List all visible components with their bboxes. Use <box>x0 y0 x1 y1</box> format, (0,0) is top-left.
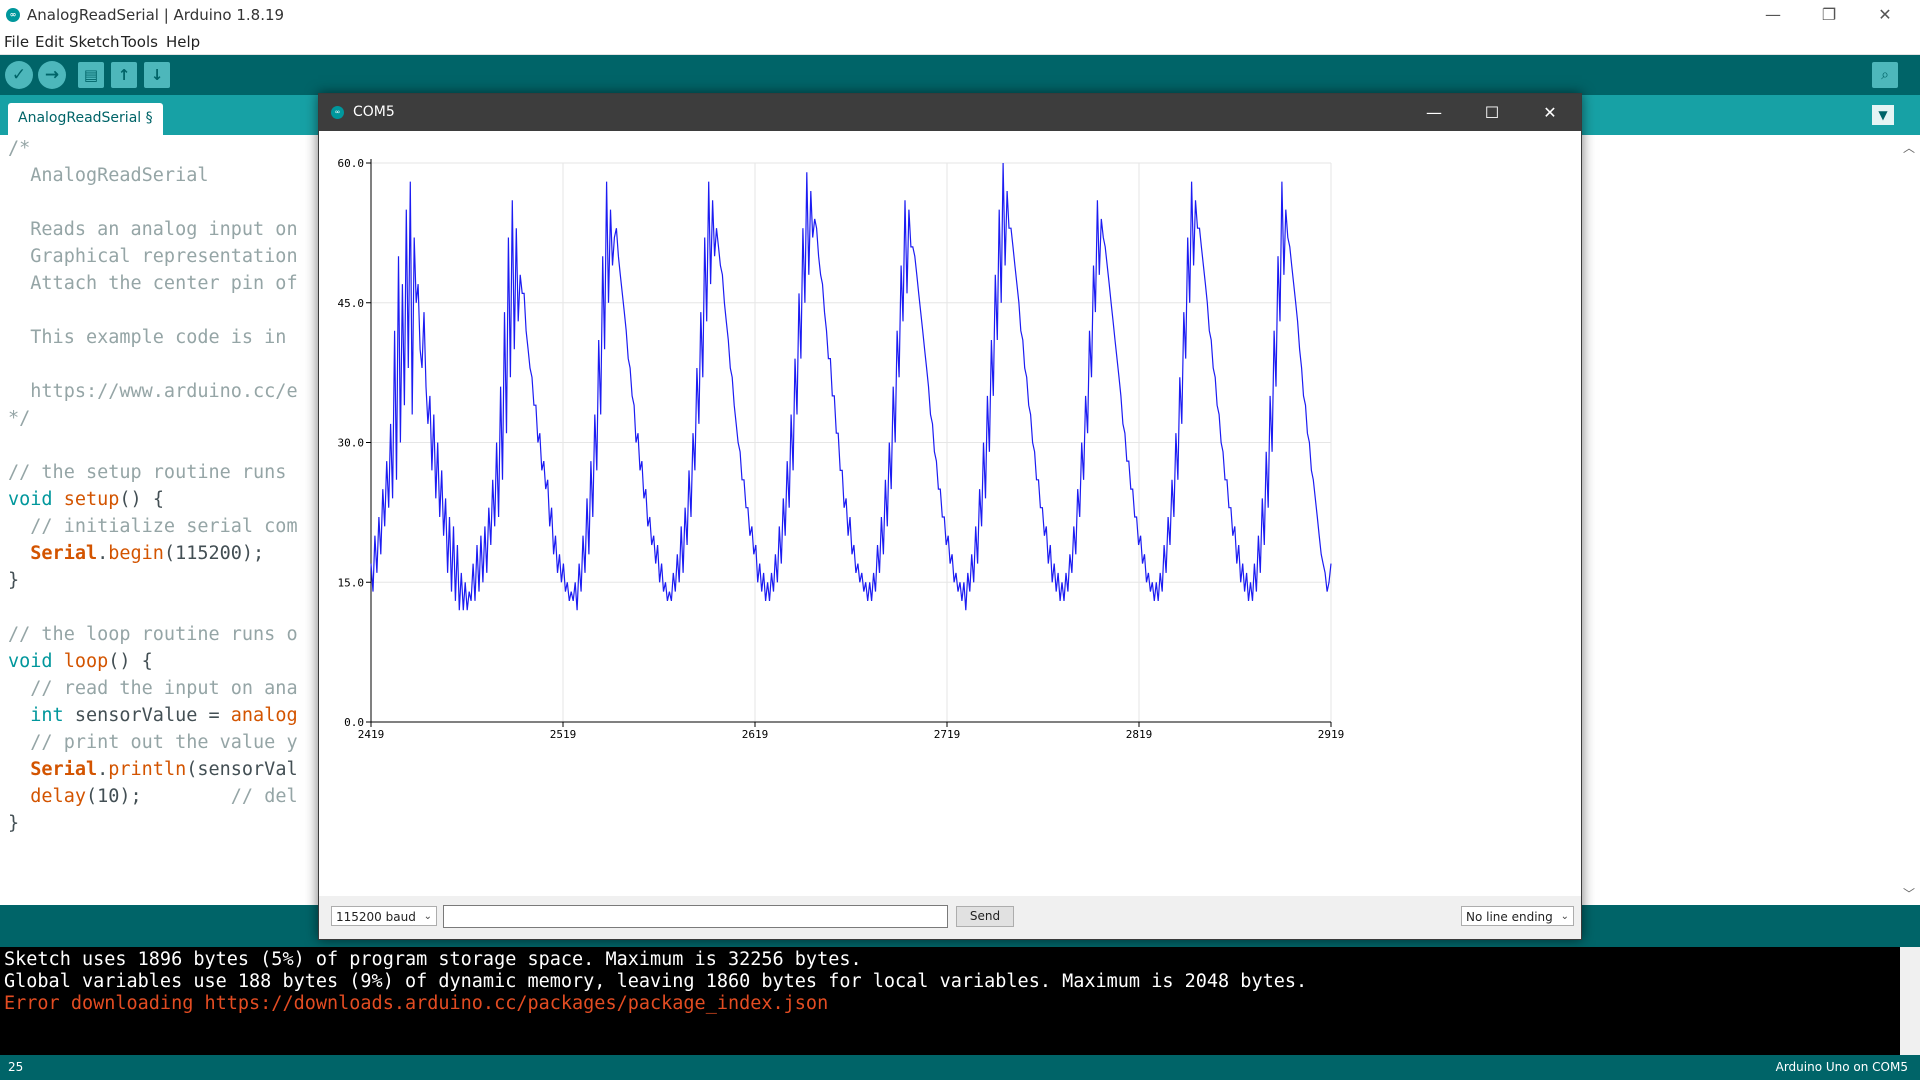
code-line: // initialize serial com <box>8 516 298 537</box>
console-line: Global variables use 188 bytes (9%) of d… <box>4 971 1308 992</box>
upload-button[interactable]: → <box>38 61 66 89</box>
code-line: /* <box>8 138 31 159</box>
y-tick-label: 15.0 <box>338 576 365 589</box>
menu-file[interactable]: File <box>4 33 30 51</box>
minimize-button[interactable]: — <box>1765 5 1781 24</box>
code-line: https://www.arduino.cc/e <box>8 381 298 402</box>
code-line: This example code is in <box>8 327 287 348</box>
code-line: Attach the center pin of <box>8 273 298 294</box>
line-number: 25 <box>8 1060 24 1074</box>
code-line: int sensorValue = analog <box>30 705 298 726</box>
verify-button[interactable]: ✓ <box>5 61 33 89</box>
close-button[interactable]: ✕ <box>1878 5 1892 24</box>
code-line: // print out the value y <box>8 732 298 753</box>
menu-edit[interactable]: Edit <box>35 33 65 51</box>
x-tick-label: 2619 <box>742 728 769 741</box>
menu-tools[interactable]: Tools <box>121 33 158 51</box>
code-line: } <box>8 570 20 591</box>
toolbar: ✓ → ▤ ↑ ↓ ⌕ <box>0 55 1920 95</box>
tab-menu-button[interactable]: ▼ <box>1872 105 1894 125</box>
scroll-down-icon[interactable]: ﹀ <box>1903 887 1916 901</box>
serial-monitor-button[interactable]: ⌕ <box>1872 62 1898 88</box>
tab-analogreadserial[interactable]: AnalogReadSerial § <box>8 103 163 135</box>
x-tick-label: 2419 <box>358 728 385 741</box>
code-line: // read the input on ana <box>8 678 298 699</box>
menu-sketch[interactable]: Sketch <box>69 33 120 51</box>
window-title: AnalogReadSerial | Arduino 1.8.19 <box>27 6 285 24</box>
status-bar: 25 Arduino Uno on COM5 <box>0 1055 1920 1080</box>
code-line: Serial.begin(115200); <box>30 543 265 564</box>
series-line <box>370 162 1332 611</box>
menu-bar: File Edit Sketch Tools Help <box>0 30 1920 55</box>
code-line: // the loop routine runs o <box>8 624 298 645</box>
board-port-status: Arduino Uno on COM5 <box>1775 1060 1908 1074</box>
maximize-button[interactable]: ❐ <box>1821 5 1837 24</box>
plotter-title-bar: ∞ COM5 — ☐ ✕ <box>319 94 1581 131</box>
send-input[interactable] <box>443 905 948 928</box>
plotter-close-button[interactable]: ✕ <box>1543 103 1557 122</box>
code-line: AnalogReadSerial <box>8 165 209 186</box>
arduino-logo-icon: ∞ <box>331 106 344 119</box>
y-tick-label: 45.0 <box>338 297 365 310</box>
console-scrollbar[interactable] <box>1900 947 1920 1055</box>
code-line: delay(10); // del <box>30 786 298 807</box>
code-line: void loop() { <box>8 651 153 672</box>
code-line: Graphical representation <box>8 246 298 267</box>
baud-rate-select[interactable]: 115200 baud ⌄ <box>331 906 437 926</box>
line-ending-select[interactable]: No line ending ⌄ <box>1461 906 1574 926</box>
console-line: Error downloading https://downloads.ardu… <box>4 993 829 1014</box>
chevron-down-icon: ⌄ <box>423 911 432 922</box>
editor-scrollbar[interactable]: ︿ ﹀ <box>1900 135 1920 905</box>
console-line: Sketch uses 1896 bytes (5%) of program s… <box>4 949 862 970</box>
y-tick-label: 60.0 <box>338 157 365 170</box>
line-chart: 0.0 15.0 30.0 45.0 60.0 2419 2519 2619 2719 2819 2… <box>338 157 1345 741</box>
serial-plotter-window: ∞ COM5 — ☐ ✕ 0.0 15.0 30.0 45.0 60.0 2419 2519… <box>318 93 1582 940</box>
code-line: Serial.println(sensorVal <box>30 759 298 780</box>
plotter-maximize-button[interactable]: ☐ <box>1484 103 1500 122</box>
code-line: void setup() { <box>8 489 164 510</box>
save-sketch-button[interactable]: ↓ <box>144 62 170 88</box>
plot-area: 0.0 15.0 30.0 45.0 60.0 2419 2519 2619 2719 2819 2… <box>319 131 1581 896</box>
arduino-logo-icon: ∞ <box>6 8 20 22</box>
title-bar: ∞ AnalogReadSerial | Arduino 1.8.19 — ❐ … <box>0 0 1920 30</box>
chevron-down-icon: ⌄ <box>1560 911 1569 922</box>
plotter-title: COM5 <box>353 104 395 120</box>
plotter-controls: 115200 baud ⌄ Send No line ending ⌄ <box>319 896 1581 939</box>
y-tick-label: 0.0 <box>344 716 364 729</box>
x-tick-label: 2519 <box>550 728 577 741</box>
plotter-minimize-button[interactable]: — <box>1426 103 1442 122</box>
x-tick-label: 2819 <box>1126 728 1153 741</box>
code-line: Reads an analog input on <box>8 219 298 240</box>
baud-rate-value: 115200 baud <box>336 910 416 924</box>
code-line: // the setup routine runs <box>8 462 287 483</box>
menu-help[interactable]: Help <box>166 33 201 51</box>
line-ending-value: No line ending <box>1466 910 1553 924</box>
code-line: } <box>8 813 20 834</box>
console-output: Sketch uses 1896 bytes (5%) of program s… <box>0 947 1920 1055</box>
send-button[interactable]: Send <box>956 906 1014 927</box>
x-tick-label: 2919 <box>1318 728 1345 741</box>
x-tick-label: 2719 <box>934 728 961 741</box>
scroll-up-icon[interactable]: ︿ <box>1903 141 1916 155</box>
open-sketch-button[interactable]: ↑ <box>111 62 137 88</box>
code-line: */ <box>8 408 31 429</box>
new-sketch-button[interactable]: ▤ <box>78 62 104 88</box>
y-tick-label: 30.0 <box>338 437 365 450</box>
